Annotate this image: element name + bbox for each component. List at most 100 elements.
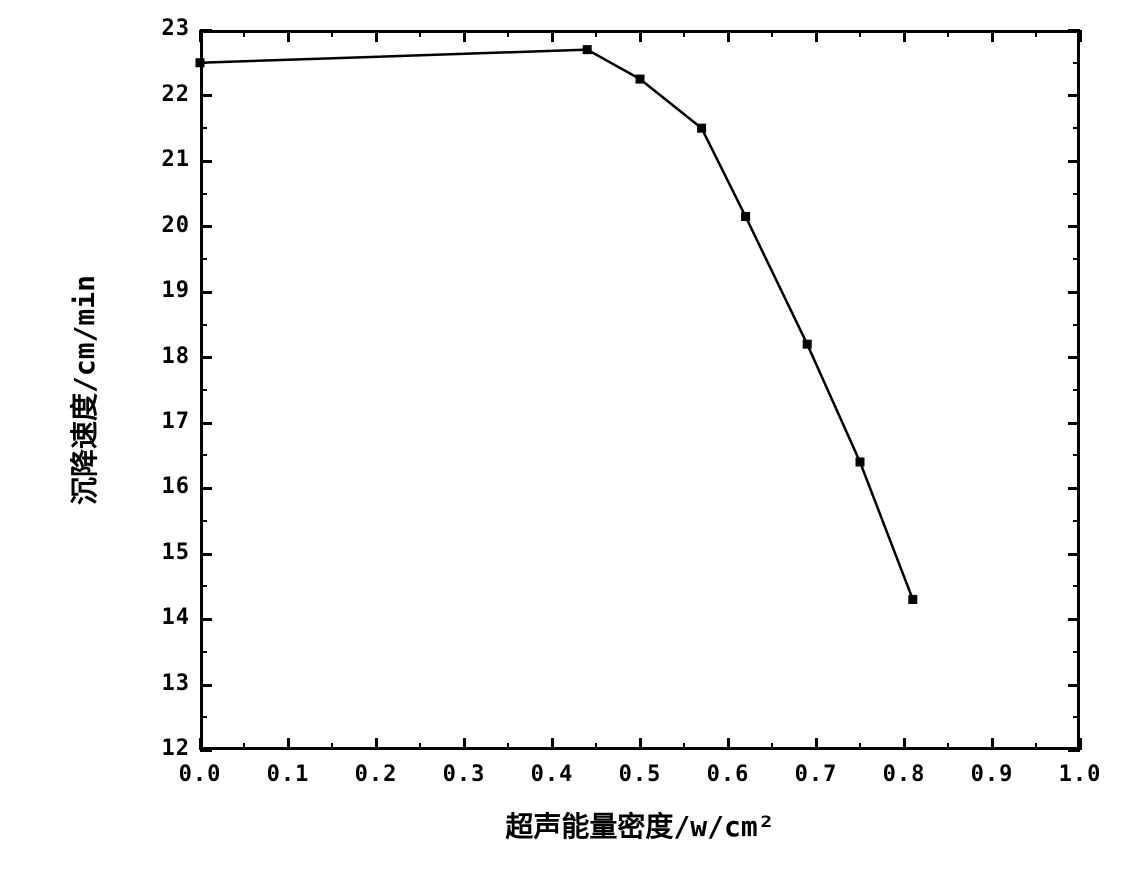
x-minor-tick	[507, 30, 509, 37]
y-minor-tick	[200, 389, 207, 391]
x-tick	[639, 738, 642, 750]
x-tick	[727, 30, 730, 42]
y-minor-tick	[200, 324, 207, 326]
y-tick-label: 13	[162, 671, 191, 696]
y-tick	[1068, 422, 1080, 425]
x-tick	[815, 30, 818, 42]
y-tick-label: 22	[162, 82, 191, 107]
y-minor-tick	[1073, 651, 1080, 653]
x-minor-tick	[683, 30, 685, 37]
y-minor-tick	[200, 193, 207, 195]
data-marker	[803, 340, 812, 349]
x-minor-tick	[331, 743, 333, 750]
y-tick-label: 21	[162, 147, 191, 172]
y-tick	[1068, 618, 1080, 621]
x-tick-label: 0.2	[351, 762, 401, 787]
x-minor-tick	[331, 30, 333, 37]
x-minor-tick	[595, 30, 597, 37]
x-tick	[991, 738, 994, 750]
y-minor-tick	[200, 716, 207, 718]
y-tick	[1068, 487, 1080, 490]
y-minor-tick	[1073, 62, 1080, 64]
x-minor-tick	[771, 743, 773, 750]
y-tick-label: 19	[162, 278, 191, 303]
y-tick-label: 14	[162, 605, 191, 630]
x-tick-label: 0.1	[263, 762, 313, 787]
x-tick-label: 0.9	[967, 762, 1017, 787]
y-minor-tick	[1073, 324, 1080, 326]
y-minor-tick	[200, 127, 207, 129]
x-minor-tick	[859, 30, 861, 37]
y-tick-label: 23	[162, 16, 191, 41]
x-minor-tick	[507, 743, 509, 750]
y-minor-tick	[1073, 454, 1080, 456]
y-tick-label: 17	[162, 409, 191, 434]
y-tick	[200, 225, 212, 228]
y-axis-title: 沉降速度/cm/min	[63, 275, 103, 505]
x-tick	[375, 738, 378, 750]
x-tick-label: 0.5	[615, 762, 665, 787]
x-minor-tick	[419, 743, 421, 750]
x-tick	[1079, 30, 1082, 42]
y-tick-label: 15	[162, 540, 191, 565]
x-minor-tick	[947, 743, 949, 750]
x-minor-tick	[1035, 30, 1037, 37]
x-tick	[991, 30, 994, 42]
y-minor-tick	[1073, 716, 1080, 718]
y-minor-tick	[200, 258, 207, 260]
x-tick	[287, 738, 290, 750]
y-minor-tick	[1073, 585, 1080, 587]
x-tick-label: 0.7	[791, 762, 841, 787]
y-tick	[200, 422, 212, 425]
x-tick-label: 0.6	[703, 762, 753, 787]
x-tick	[551, 738, 554, 750]
y-minor-tick	[1073, 258, 1080, 260]
x-minor-tick	[859, 743, 861, 750]
data-marker	[636, 75, 645, 84]
y-minor-tick	[1073, 520, 1080, 522]
y-tick-label: 12	[162, 736, 191, 761]
x-minor-tick	[595, 743, 597, 750]
y-tick	[200, 291, 212, 294]
x-tick	[287, 30, 290, 42]
y-minor-tick	[200, 454, 207, 456]
x-minor-tick	[1035, 743, 1037, 750]
data-marker	[856, 458, 865, 467]
y-tick	[200, 356, 212, 359]
chart-container: 沉降速度/cm/min 超声能量密度/w/cm² 12 13 14 15 16 17 18 1…	[40, 20, 1100, 870]
y-minor-tick	[1073, 193, 1080, 195]
x-tick	[639, 30, 642, 42]
y-tick	[1068, 160, 1080, 163]
data-line	[200, 50, 913, 600]
x-tick-label: 0.0	[175, 762, 225, 787]
y-tick	[1068, 356, 1080, 359]
x-tick	[815, 738, 818, 750]
y-minor-tick	[200, 62, 207, 64]
x-tick	[1079, 738, 1082, 750]
data-marker	[908, 595, 917, 604]
y-minor-tick	[200, 585, 207, 587]
y-minor-tick	[200, 520, 207, 522]
y-tick	[1068, 553, 1080, 556]
y-tick	[200, 684, 212, 687]
x-axis-title: 超声能量密度/w/cm²	[505, 805, 774, 845]
y-tick-label: 16	[162, 474, 191, 499]
y-tick	[1068, 225, 1080, 228]
x-tick	[199, 30, 202, 42]
x-tick	[463, 738, 466, 750]
y-minor-tick	[200, 651, 207, 653]
y-tick	[1068, 684, 1080, 687]
x-minor-tick	[947, 30, 949, 37]
x-minor-tick	[771, 30, 773, 37]
y-tick	[1068, 291, 1080, 294]
x-minor-tick	[243, 743, 245, 750]
y-tick-label: 18	[162, 344, 191, 369]
x-tick	[551, 30, 554, 42]
x-tick	[199, 738, 202, 750]
data-marker	[583, 45, 592, 54]
x-minor-tick	[419, 30, 421, 37]
data-marker	[741, 212, 750, 221]
data-marker	[697, 124, 706, 133]
y-minor-tick	[1073, 389, 1080, 391]
x-tick	[903, 30, 906, 42]
